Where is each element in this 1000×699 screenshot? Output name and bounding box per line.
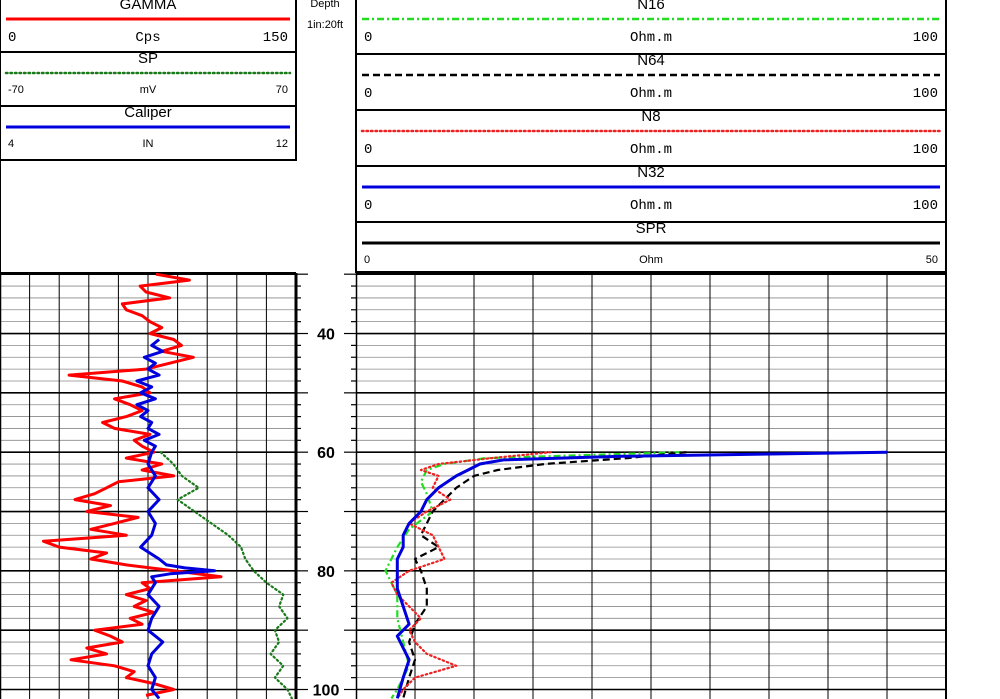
left-track-header: GAMMA 0 Cps 150 SP -70 mV 70 Caliper 4 IN 12 <box>0 0 296 150</box>
legend-curve-name: SPR <box>636 220 667 237</box>
legend-scale-min: -70 <box>8 84 24 96</box>
log-grid <box>0 273 947 699</box>
right-legend-n64: N64 0 Ohm.m 100 <box>356 52 946 111</box>
depth-label: 100 <box>313 683 340 699</box>
curve-n32 <box>395 450 888 699</box>
legend-scale-max: 12 <box>276 138 288 150</box>
legend-scale-max: 100 <box>913 142 938 158</box>
left-legend-gamma: GAMMA 0 Cps 150 <box>0 0 296 53</box>
right-legend-n8: N8 0 Ohm.m 100 <box>356 108 946 167</box>
right-track-header: N16 0 Ohm.m 100 N64 0 Ohm.m 100 N8 0 Ohm.m 100 N32 0 O… <box>356 0 946 266</box>
right-legend-n32: N32 0 Ohm.m 100 <box>356 164 946 223</box>
left-header-frame <box>0 0 297 161</box>
left-legend-caliper: Caliper 4 IN 12 <box>6 104 290 150</box>
legend-scale-min: 0 <box>364 198 372 214</box>
legend-curve-name: N8 <box>641 108 660 125</box>
legend-scale-unit: IN <box>143 138 154 150</box>
curve-n8 <box>390 451 552 699</box>
legend-scale-unit: mV <box>140 84 157 96</box>
legend-scale-min: 0 <box>364 30 372 46</box>
legend-scale-max: 100 <box>913 86 938 102</box>
curve-n64 <box>402 451 687 699</box>
depth-label: 40 <box>317 327 335 344</box>
legend-curve-name: N16 <box>637 0 665 13</box>
legend-curve-name: N64 <box>637 52 665 69</box>
legend-scale-max: 100 <box>913 30 938 46</box>
legend-scale-unit: Ohm.m <box>630 142 672 158</box>
depth-track-header: Depth 1in:20ft <box>307 0 343 31</box>
left-track-curves <box>41 273 293 699</box>
curve-gamma <box>41 273 223 697</box>
right-legend-n16: N16 0 Ohm.m 100 <box>356 0 946 55</box>
legend-scale-unit: Ohm <box>639 254 663 266</box>
log-curves <box>41 273 888 699</box>
legend-scale-unit: Ohm.m <box>630 30 672 46</box>
right-legend-spr: SPR 0 Ohm 50 <box>362 220 940 266</box>
legend-scale-unit: Cps <box>135 30 160 46</box>
legend-curve-name: Caliper <box>124 104 172 121</box>
depth-label: 80 <box>317 564 335 581</box>
legend-scale-unit: Ohm.m <box>630 86 672 102</box>
legend-scale-min: 0 <box>364 142 372 158</box>
legend-scale-unit: Ohm.m <box>630 198 672 214</box>
legend-scale-min: 0 <box>364 86 372 102</box>
right-track-grid <box>355 273 947 699</box>
depth-scale: 1in:20ft <box>307 19 343 31</box>
curve-sp <box>159 451 293 699</box>
left-legend-sp: SP -70 mV 70 <box>0 50 296 107</box>
depth-axis: 40 60 80 100 <box>296 273 356 699</box>
right-track-curves <box>384 450 888 699</box>
legend-curve-name: SP <box>138 50 158 67</box>
legend-scale-max: 150 <box>263 30 288 46</box>
legend-scale-max: 50 <box>926 254 938 266</box>
legend-scale-max: 100 <box>913 198 938 214</box>
depth-label: 60 <box>317 445 335 462</box>
depth-title: Depth <box>310 0 339 10</box>
legend-curve-name: N32 <box>637 164 665 181</box>
legend-curve-name: GAMMA <box>120 0 177 13</box>
legend-scale-max: 70 <box>276 84 288 96</box>
legend-scale-min: 0 <box>364 254 370 266</box>
curve-caliper <box>135 338 217 699</box>
legend-scale-min: 4 <box>8 138 14 150</box>
legend-scale-min: 0 <box>8 30 16 46</box>
